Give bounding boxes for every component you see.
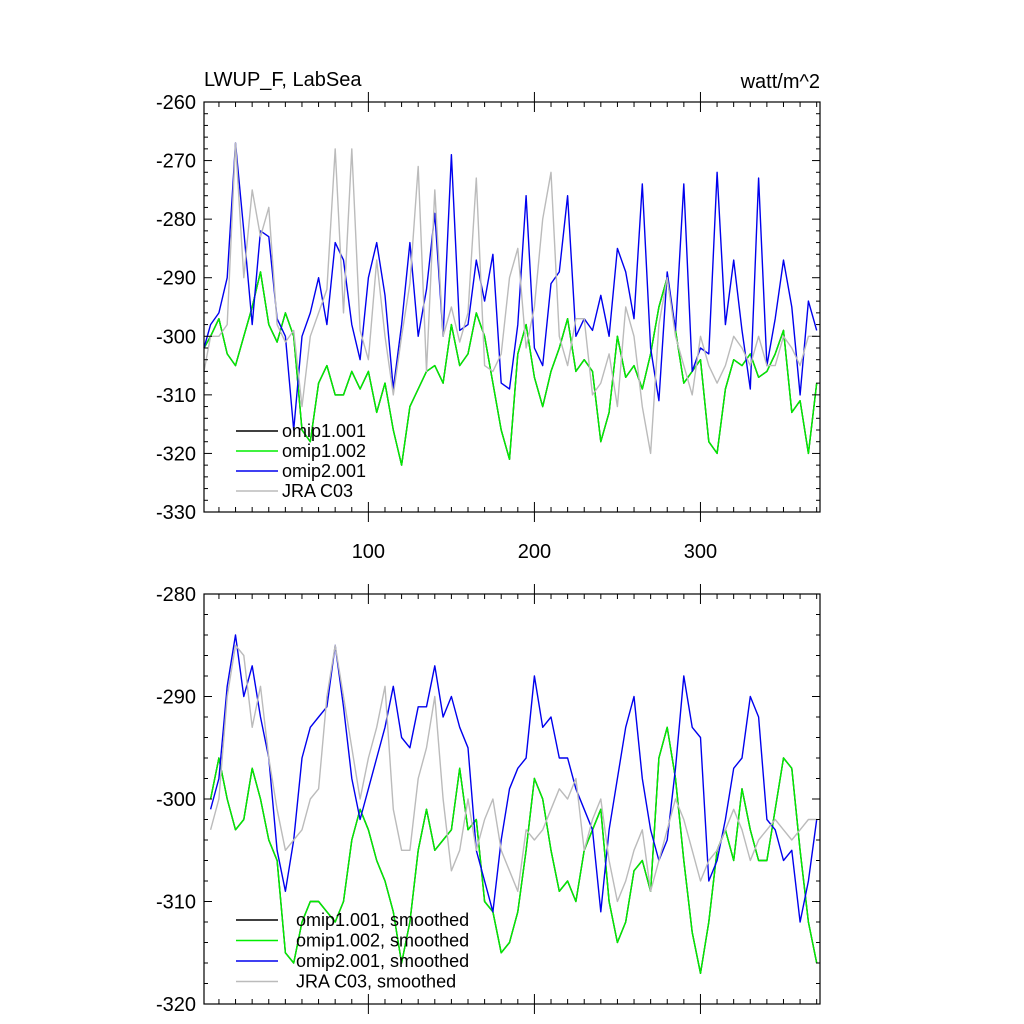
chart2-y-tick-label: -310 [156,892,196,914]
chart1-y-tick-label: -320 [156,443,196,465]
chart2-legend-label-omip1-001-smoothed: omip1.001, smoothed [296,910,469,930]
chart1-x-tick-label: 200 [518,541,551,563]
chart1-legend-label-jra-c03: JRA C03 [282,481,353,501]
chart1-series-omip2-001 [203,142,818,431]
chart1-legend-label-omip2-001: omip2.001 [282,461,366,481]
chart1-series-jra-c03 [203,142,817,455]
chart1-series-omip1-002 [203,271,818,466]
chart1-y-tick-label: -310 [156,385,196,407]
chart1-y-tick-label: -290 [156,268,196,290]
chart2-legend-label-omip1-002-smoothed: omip1.002, smoothed [296,931,469,951]
chart1-plot-frame [203,101,821,513]
chart1-legend-label-omip1-002: omip1.002 [282,441,366,461]
chart1-y-tick-label: -300 [156,326,196,348]
chart2-series-omip2-001-smoothed [209,634,818,923]
chart2-y-tick-label: -300 [156,789,196,811]
chart2-series-jra-c03-smoothed [209,644,817,903]
chart1-legend-label-omip1-001: omip1.001 [282,421,366,441]
chart2-legend-label-omip2-001-smoothed: omip2.001, smoothed [296,951,469,971]
chart1-units-label: watt/m^2 [740,71,820,93]
chart2-y-tick-label: -320 [156,994,196,1016]
chart1-y-tick-label: -280 [156,209,196,231]
chart1-x-tick-label: 100 [352,541,385,563]
chart1-y-tick-label: -260 [156,92,196,114]
chart1-x-tick-label: 300 [684,541,717,563]
chart2-legend-label-jra-c03-smoothed: JRA C03, smoothed [296,972,456,992]
chart2-y-tick-label: -280 [156,584,196,606]
chart1-y-tick-label: -330 [156,502,196,524]
chart1-y-tick-label: -270 [156,151,196,173]
chart2-y-tick-label: -290 [156,687,196,709]
top-chart-panel: -260 -270 -280 -290 -300 -310 -320 -330 100 200 30… [156,69,821,563]
chart1-title: LWUP_F, LabSea [204,69,362,91]
